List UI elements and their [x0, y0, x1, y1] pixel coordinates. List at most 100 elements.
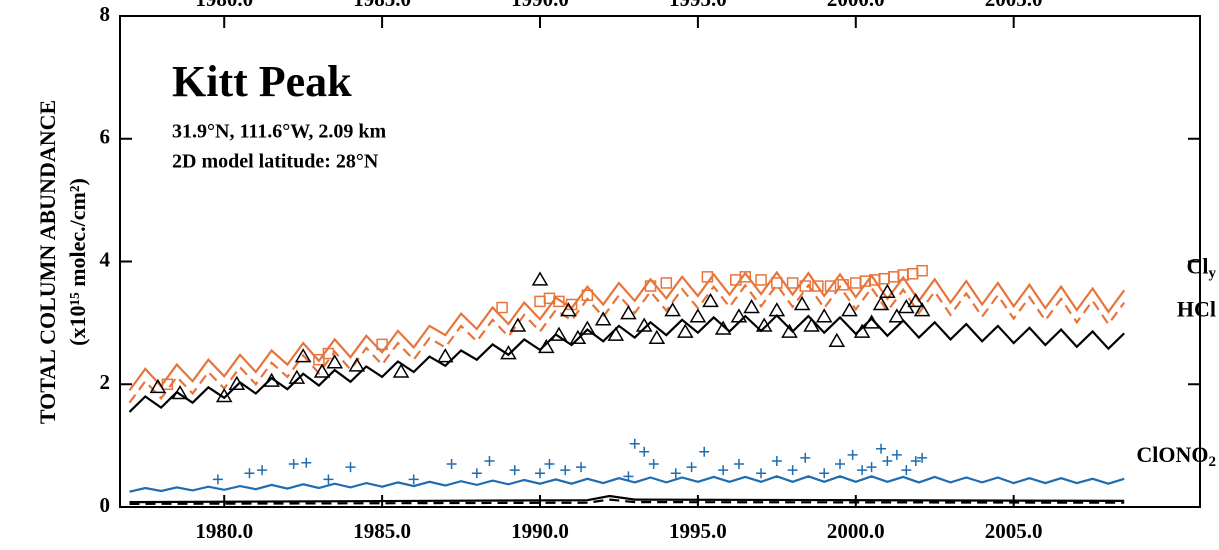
plus-marker — [648, 459, 659, 470]
model-line — [129, 475, 1125, 493]
y-axis-label: TOTAL COLUMN ABUNDANCE — [35, 100, 60, 424]
series-name-sub: y — [1209, 266, 1217, 282]
triangle-marker — [648, 329, 666, 344]
triangle-marker — [755, 317, 773, 332]
triangle-marker — [294, 348, 312, 363]
plus-marker — [733, 459, 744, 470]
triangle-marker — [815, 308, 833, 323]
plus-marker — [288, 459, 299, 470]
square-marker — [906, 268, 919, 280]
x-tick-label-top: 1985.0 — [353, 0, 411, 11]
triangle-marker — [509, 317, 527, 332]
triangle-marker — [436, 348, 454, 363]
square-marker — [755, 274, 767, 286]
triangle-marker — [215, 388, 233, 403]
triangle-marker — [594, 311, 612, 326]
series-label: ClONO2 — [1136, 442, 1216, 470]
square-marker — [878, 272, 890, 285]
triangle-marker — [702, 292, 719, 308]
x-tick-label-top: 1995.0 — [669, 0, 727, 11]
triangle-marker — [263, 372, 280, 387]
square-marker — [824, 280, 837, 292]
x-tick-label: 1995.0 — [669, 519, 727, 543]
x-tick-label: 2000.0 — [827, 519, 885, 543]
model-line — [128, 313, 1125, 413]
x-tick-label-top: 2005.0 — [985, 0, 1043, 11]
square-marker — [376, 338, 388, 351]
plus-marker — [544, 459, 555, 470]
plus-marker — [623, 471, 634, 482]
series-name: HCl — [1177, 296, 1216, 321]
y-tick-label: 6 — [100, 125, 111, 149]
plus-marker — [771, 455, 782, 466]
triangle-marker — [288, 369, 306, 384]
plus-marker — [301, 457, 312, 468]
plus-marker — [847, 449, 858, 460]
plus-marker — [560, 465, 571, 476]
plus-marker — [718, 465, 729, 476]
triangle-marker — [392, 363, 410, 378]
plus-marker — [835, 459, 845, 470]
triangle-marker — [872, 295, 890, 311]
plus-marker — [917, 452, 928, 463]
plot-area — [128, 264, 1126, 505]
plus-marker — [484, 455, 495, 466]
square-marker — [771, 277, 783, 289]
triangle-marker — [841, 302, 858, 317]
plus-marker — [446, 459, 457, 470]
plus-marker — [857, 465, 868, 476]
triangle-marker — [828, 332, 846, 348]
triangle-marker — [879, 283, 896, 298]
plus-marker — [756, 468, 767, 479]
series-label: Cly — [1187, 253, 1217, 281]
triangle-marker — [888, 308, 906, 323]
model-line — [129, 498, 1125, 505]
plus-marker — [800, 452, 811, 463]
triangle-marker — [500, 345, 517, 360]
triangle-marker — [803, 317, 820, 332]
plus-marker — [891, 449, 902, 460]
subtitle: 2D model latitude: 28°N — [172, 151, 379, 173]
triangle-marker — [531, 271, 549, 286]
triangle-marker — [607, 326, 625, 341]
plus-marker — [699, 446, 710, 457]
triangle-marker — [560, 302, 577, 317]
square-marker — [161, 378, 174, 390]
square-marker — [799, 280, 812, 292]
plus-marker — [882, 455, 893, 466]
square-marker — [313, 353, 325, 366]
triangle-marker — [913, 302, 931, 317]
square-marker — [786, 277, 799, 289]
triangle-marker — [689, 308, 707, 323]
x-tick-label-top: 1990.0 — [511, 0, 569, 11]
square-marker — [701, 271, 714, 283]
triangle-marker — [228, 375, 246, 390]
triangle-marker — [863, 314, 880, 329]
triangle-marker — [149, 378, 167, 394]
series-name-sub: 2 — [1209, 454, 1217, 470]
model-line — [128, 270, 1126, 392]
square-marker — [812, 280, 824, 292]
triangle-marker — [635, 317, 653, 332]
plus-marker — [819, 468, 830, 479]
triangle-marker — [664, 302, 681, 317]
plus-marker — [471, 468, 482, 479]
chart-title: Kitt Peak — [172, 57, 352, 106]
x-tick-label: 1980.0 — [195, 519, 253, 543]
triangle-marker — [538, 338, 555, 354]
triangle-marker — [714, 320, 732, 335]
square-marker — [496, 301, 508, 314]
square-marker — [887, 271, 900, 283]
y-tick-label: 2 — [100, 370, 111, 394]
square-marker — [837, 279, 849, 291]
triangle-marker — [907, 292, 925, 308]
x-tick-label: 1985.0 — [353, 519, 411, 543]
triangle-marker — [793, 295, 811, 311]
triangle-marker — [676, 323, 694, 338]
subtitle: 31.9°N, 111.6°W, 2.09 km — [172, 121, 387, 143]
square-marker — [850, 277, 862, 289]
plus-marker — [686, 462, 697, 473]
plus-marker — [576, 462, 587, 473]
